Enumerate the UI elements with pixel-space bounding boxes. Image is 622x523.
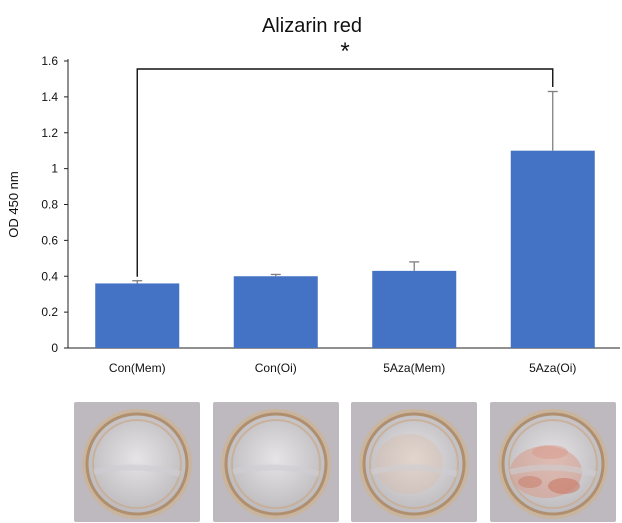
significance-bracket: * xyxy=(136,38,554,277)
significance-star: * xyxy=(340,38,349,65)
y-tick-label: 0.2 xyxy=(41,305,58,319)
axes: 0 0.2 0.4 0.6 0.8 1 1.2 1.4 1.6 xyxy=(41,54,620,355)
y-tick-label: 1.2 xyxy=(41,126,58,140)
x-tick-label: 5Aza(Mem) xyxy=(383,361,445,375)
bar-chart: Alizarin red OD 450 nm 0 0.2 0.4 0.6 0.8 1 1.2… xyxy=(6,15,620,375)
5aza-mem-well-photo xyxy=(351,402,477,522)
y-tick-label: 1 xyxy=(51,162,58,176)
x-tick-label: Con(Oi) xyxy=(255,361,297,375)
5aza-oi-well-photo xyxy=(490,402,616,522)
y-axis-label: OD 450 nm xyxy=(6,171,21,237)
y-tick-label: 0.4 xyxy=(41,269,58,283)
y-tick-label: 1.4 xyxy=(41,90,58,104)
bar xyxy=(510,150,595,348)
error-bars xyxy=(132,90,558,284)
y-tick-label: 0.8 xyxy=(41,198,58,212)
bars: Con(Mem) Con(Oi) 5Aza(Mem) 5Aza(Oi) xyxy=(95,150,595,375)
bar xyxy=(95,283,180,348)
x-tick-label: Con(Mem) xyxy=(109,361,166,375)
y-tick-label: 0.6 xyxy=(41,233,58,247)
bar xyxy=(233,276,318,348)
significance-line xyxy=(136,68,554,277)
con-mem-well-photo xyxy=(74,402,200,522)
y-tick-label: 0 xyxy=(51,341,58,355)
x-tick-label: 5Aza(Oi) xyxy=(529,361,576,375)
y-tick-label: 1.6 xyxy=(41,54,58,68)
con-oi-well-photo xyxy=(213,402,339,522)
bar xyxy=(372,270,457,348)
chart-title: Alizarin red xyxy=(262,15,362,37)
